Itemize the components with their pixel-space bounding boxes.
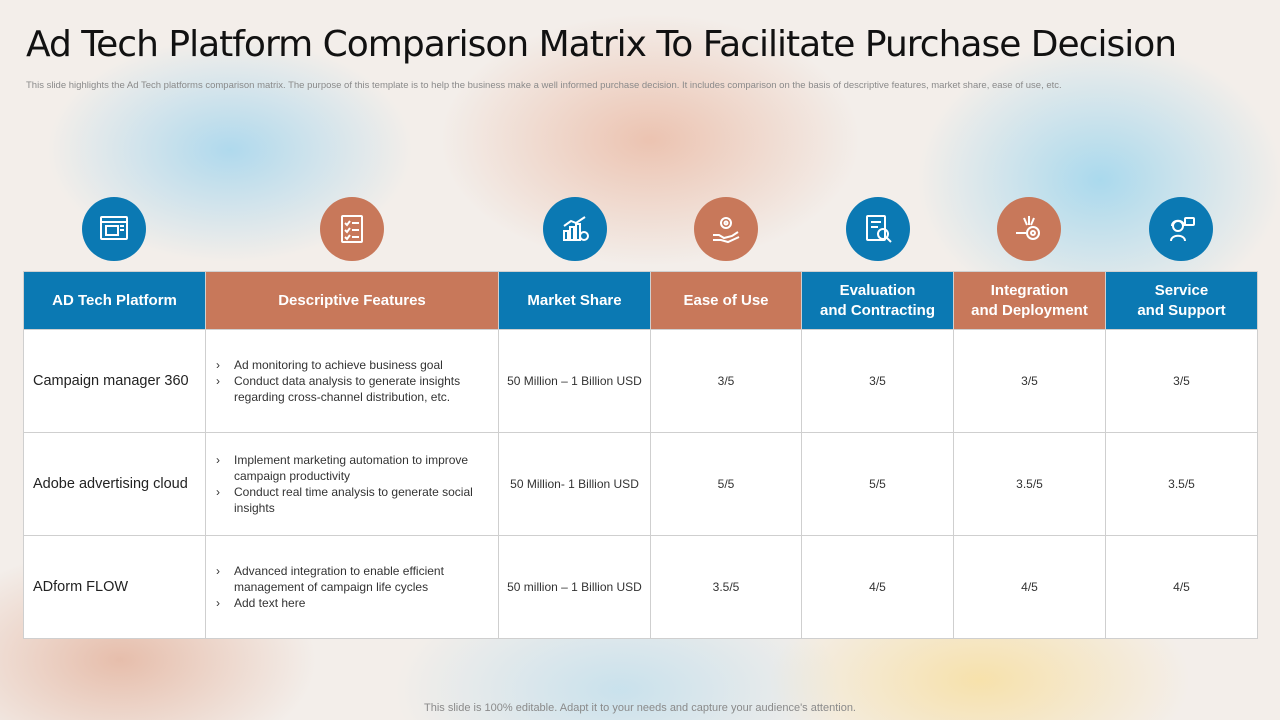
checklist-icon [320,197,384,261]
features-cell: Ad monitoring to achieve business goal C… [205,329,499,433]
table-row: Adobe advertising cloud Implement market… [23,432,1258,536]
integration-cell: 4/5 [953,535,1106,639]
platform-name: ADform FLOW [23,535,206,639]
header-evaluation: Evaluation and Contracting [801,271,954,330]
slide-title: Ad Tech Platform Comparison Matrix To Fa… [26,24,1177,65]
header-features: Descriptive Features [205,271,499,330]
list-item: Implement marketing automation to improv… [216,452,490,484]
service-cell: 4/5 [1105,535,1258,639]
features-list: Ad monitoring to achieve business goal C… [216,357,490,405]
ease-of-use-cell: 5/5 [650,432,802,536]
header-label: and Support [1137,301,1226,319]
ease-of-use-cell: 3.5/5 [650,535,802,639]
header-label: and Contracting [820,301,935,319]
market-share-cell: 50 Million- 1 Billion USD [498,432,651,536]
header-label: Service [1154,281,1209,299]
integration-cell: 3/5 [953,329,1106,433]
header-label: Descriptive Features [278,291,426,309]
list-item: Advanced integration to enable efficient… [216,563,490,595]
support-agent-icon [1149,197,1213,261]
header-ease-of-use: Ease of Use [650,271,802,330]
slide-footer: This slide is 100% editable. Adapt it to… [424,702,856,714]
service-cell: 3.5/5 [1105,432,1258,536]
header-platform: AD Tech Platform [23,271,206,330]
header-market-share: Market Share [498,271,651,330]
list-item: Ad monitoring to achieve business goal [216,357,490,373]
evaluation-cell: 3/5 [801,329,954,433]
evaluation-cell: 4/5 [801,535,954,639]
header-label: Evaluation [839,281,916,299]
integration-cell: 3.5/5 [953,432,1106,536]
features-cell: Implement marketing automation to improv… [205,432,499,536]
header-label: Ease of Use [683,291,769,309]
evaluation-cell: 5/5 [801,432,954,536]
gear-integration-icon [997,197,1061,261]
header-label: AD Tech Platform [52,291,177,309]
document-search-icon [846,197,910,261]
features-list: Implement marketing automation to improv… [216,452,490,516]
features-list: Advanced integration to enable efficient… [216,563,490,611]
market-share-cell: 50 million – 1 Billion USD [498,535,651,639]
browser-window-icon [82,197,146,261]
platform-name: Campaign manager 360 [23,329,206,433]
table-row: Campaign manager 360 Ad monitoring to ac… [23,329,1258,433]
platform-name: Adobe advertising cloud [23,432,206,536]
header-label: and Deployment [971,301,1088,319]
list-item: Conduct real time analysis to generate s… [216,484,490,516]
header-service: Service and Support [1105,271,1258,330]
market-share-cell: 50 Million – 1 Billion USD [498,329,651,433]
gear-hand-icon [694,197,758,261]
header-label: Integration [990,281,1069,299]
list-item: Add text here [216,595,490,611]
header-integration: Integration and Deployment [953,271,1106,330]
slide-subtitle: This slide highlights the Ad Tech platfo… [26,80,1062,91]
table-row: ADform FLOW Advanced integration to enab… [23,535,1258,639]
list-item: Conduct data analysis to generate insigh… [216,373,490,405]
table-header-row: AD Tech Platform Descriptive Features Ma… [23,271,1258,330]
service-cell: 3/5 [1105,329,1258,433]
comparison-table: AD Tech Platform Descriptive Features Ma… [23,271,1258,639]
features-cell: Advanced integration to enable efficient… [205,535,499,639]
ease-of-use-cell: 3/5 [650,329,802,433]
header-label: Market Share [527,291,622,309]
bar-chart-icon [543,197,607,261]
